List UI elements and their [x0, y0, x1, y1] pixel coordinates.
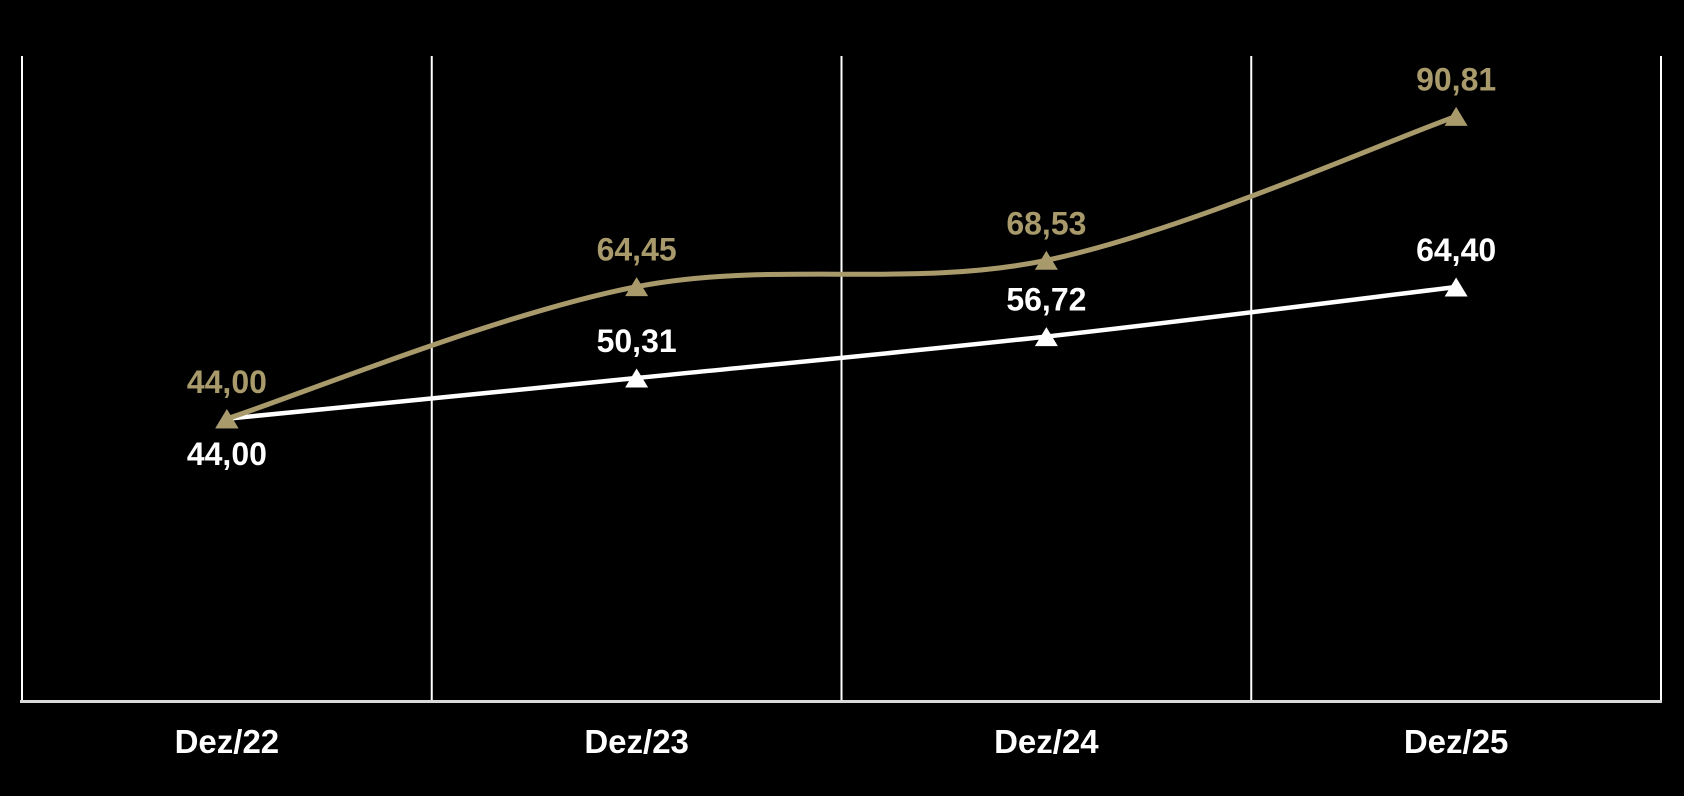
data-point-label-white-series: 44,00: [187, 436, 267, 472]
x-axis-label: Dez/23: [584, 723, 689, 760]
data-point-label-white-series: 50,31: [597, 323, 677, 359]
data-point-marker-gold-series: [1444, 106, 1468, 126]
data-point-marker-white-series: [1034, 327, 1058, 347]
data-point-label-gold-series: 90,81: [1416, 61, 1496, 97]
data-point-label-gold-series: 64,45: [597, 232, 677, 268]
x-axis-label: Dez/24: [994, 723, 1099, 760]
data-point-marker-gold-series: [215, 409, 239, 429]
data-point-marker-white-series: [1444, 277, 1468, 297]
series-line-white-series: [224, 284, 1459, 422]
data-point-label-white-series: 64,40: [1416, 232, 1496, 268]
x-axis-label: Dez/25: [1404, 723, 1509, 760]
data-point-marker-gold-series: [1034, 250, 1058, 270]
x-axis-label: Dez/22: [175, 723, 280, 760]
data-point-marker-gold-series: [625, 277, 649, 297]
data-point-label-white-series: 56,72: [1006, 282, 1086, 318]
data-point-label-gold-series: 68,53: [1006, 205, 1086, 241]
series-line-gold-series: [224, 113, 1459, 422]
data-point-marker-white-series: [625, 368, 649, 388]
data-point-label-gold-series: 44,00: [187, 364, 267, 400]
